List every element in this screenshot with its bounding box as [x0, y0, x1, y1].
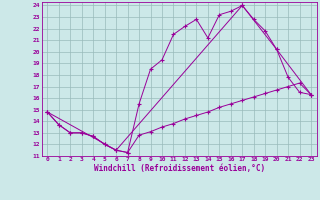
X-axis label: Windchill (Refroidissement éolien,°C): Windchill (Refroidissement éolien,°C) — [94, 164, 265, 173]
